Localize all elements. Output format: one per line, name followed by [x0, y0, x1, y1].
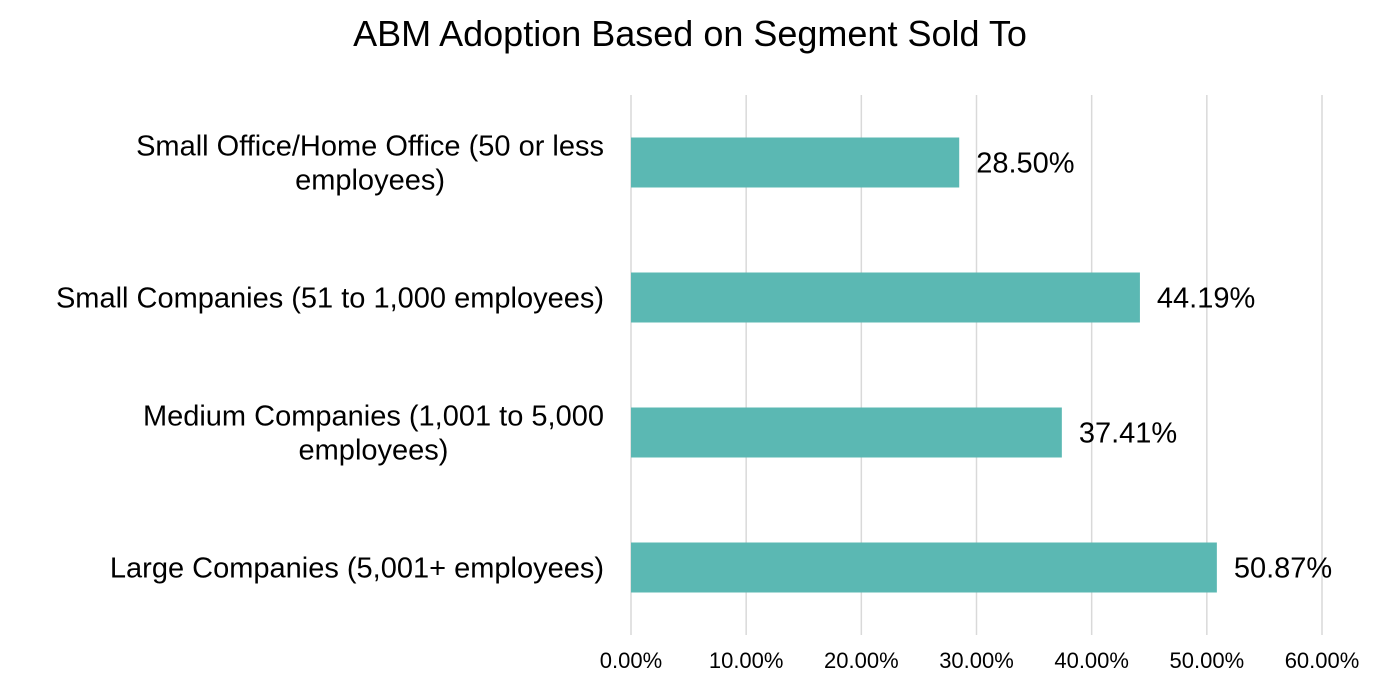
chart-title: ABM Adoption Based on Segment Sold To — [353, 13, 1027, 54]
bars — [631, 137, 1217, 593]
bar — [631, 137, 960, 188]
x-tick-label: 50.00% — [1170, 648, 1245, 673]
category-label: Small Companies (51 to 1,000 employees) — [56, 283, 604, 315]
category-label-line: employees) — [299, 435, 449, 467]
x-tick-label: 0.00% — [600, 648, 662, 673]
bar — [631, 272, 1140, 323]
data-label: 44.19% — [1157, 283, 1255, 315]
data-label: 37.41% — [1079, 418, 1177, 450]
bar — [631, 542, 1217, 593]
category-label-line: Large Companies (5,001+ employees) — [110, 553, 604, 585]
x-tick-label: 30.00% — [939, 648, 1014, 673]
category-label: Small Office/Home Office (50 or less empl… — [136, 131, 604, 197]
bar — [631, 407, 1062, 458]
x-tick-label: 60.00% — [1285, 648, 1360, 673]
data-labels: 28.50% 44.19% 37.41% 50.87% — [976, 148, 1332, 585]
category-label-line: Small Office/Home Office (50 or less — [136, 131, 604, 163]
x-tick-label: 20.00% — [824, 648, 899, 673]
data-label: 28.50% — [976, 148, 1074, 180]
category-label-line: employees) — [295, 165, 445, 197]
category-label-line: Medium Companies (1,001 to 5,000 — [143, 401, 604, 433]
data-label: 50.87% — [1234, 553, 1332, 585]
x-tick-label: 40.00% — [1054, 648, 1129, 673]
category-labels: Small Office/Home Office (50 or less empl… — [56, 131, 604, 585]
x-axis-tick-labels: 0.00% 10.00% 20.00% 30.00% 40.00% 50.00% 60.00… — [600, 648, 1360, 673]
category-label-line: Small Companies (51 to 1,000 employees) — [56, 283, 604, 315]
x-tick-label: 10.00% — [709, 648, 784, 673]
category-label: Medium Companies (1,001 to 5,000 employee… — [143, 401, 604, 467]
category-label: Large Companies (5,001+ employees) — [110, 553, 604, 585]
